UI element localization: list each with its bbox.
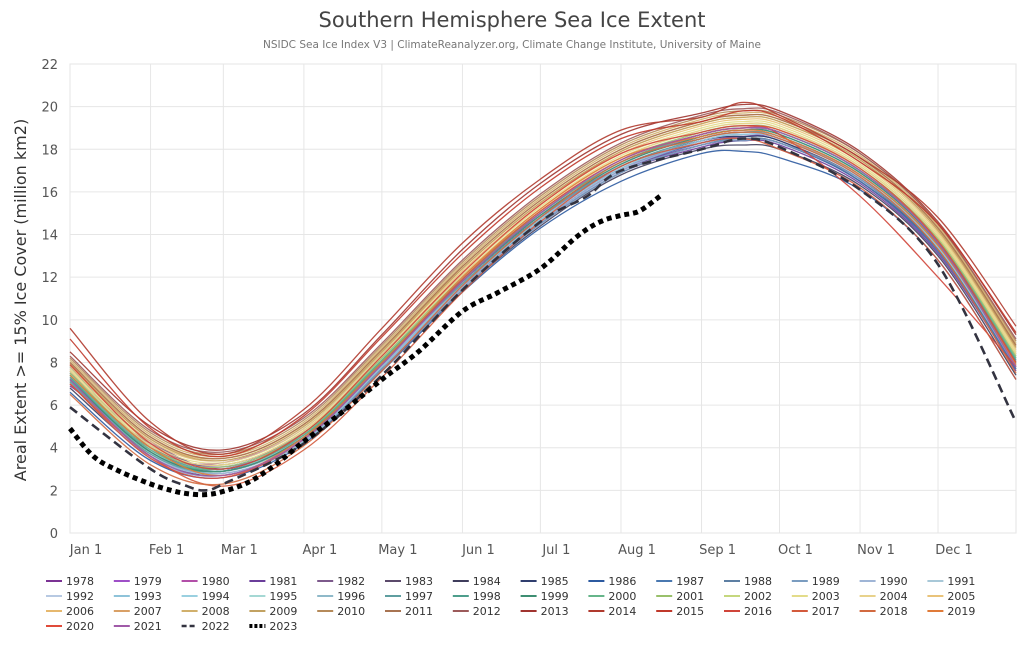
legend-label-1995: 1995 — [269, 590, 297, 603]
y-tick-label: 22 — [41, 58, 58, 73]
legend-label-1994: 1994 — [202, 590, 230, 603]
legend-label-1992: 1992 — [66, 590, 94, 603]
legend: 1978 1979 1980 1981 1982 1983 1984 1985 1986 1987… — [46, 575, 975, 633]
legend-label-2022: 2022 — [202, 620, 230, 633]
x-tick-label: Dec 1 — [935, 543, 973, 558]
legend-label-1983: 1983 — [405, 575, 433, 588]
series-line-2003 — [69, 120, 1017, 464]
legend-label-2000: 2000 — [608, 590, 636, 603]
legend-label-1991: 1991 — [947, 575, 975, 588]
y-axis-label: Areal Extent >= 15% Ice Cover (million k… — [11, 119, 30, 481]
y-tick-label: 16 — [41, 186, 58, 201]
x-tick-label: Jul 1 — [541, 543, 570, 558]
series-line-2023 — [68, 194, 662, 498]
series-line-2014 — [69, 101, 1017, 455]
y-tick-label: 6 — [50, 399, 58, 414]
series-line-2015 — [69, 109, 1017, 458]
legend-label-1987: 1987 — [676, 575, 704, 588]
legend-label-1993: 1993 — [134, 590, 162, 603]
x-tick-label: Apr 1 — [302, 543, 337, 558]
legend-label-1998: 1998 — [473, 590, 501, 603]
legend-label-2023: 2023 — [269, 620, 297, 633]
series-line-2012 — [69, 107, 1017, 453]
y-tick-label: 8 — [50, 356, 58, 371]
legend-label-1996: 1996 — [337, 590, 365, 603]
legend-label-1997: 1997 — [405, 590, 433, 603]
y-tick-label: 10 — [41, 314, 58, 329]
series-line-1986 — [69, 149, 1017, 479]
legend-label-1981: 1981 — [269, 575, 297, 588]
legend-label-2005: 2005 — [947, 590, 975, 603]
series-line-2020 — [69, 125, 1017, 479]
y-tick-label: 18 — [41, 143, 58, 158]
legend-label-2009: 2009 — [269, 605, 297, 618]
y-tick-label: 2 — [50, 484, 58, 499]
series-line-1989 — [69, 138, 1017, 475]
series-line-2016 — [69, 124, 1017, 470]
legend-label-2021: 2021 — [134, 620, 162, 633]
legend-label-1980: 1980 — [202, 575, 230, 588]
legend-label-2015: 2015 — [676, 605, 704, 618]
x-tick-label: Feb 1 — [149, 543, 184, 558]
axes: 0 2 4 6 8 10 12 14 16 18 20 22 Jan 1 Feb 1 Mar 1 Apr 1 M… — [41, 58, 972, 558]
chart-subtitle: NSIDC Sea Ice Index V3 | ClimateReanalyz… — [263, 39, 761, 51]
y-tick-label: 0 — [50, 527, 58, 542]
legend-label-2016: 2016 — [744, 605, 772, 618]
legend-label-1989: 1989 — [812, 575, 840, 588]
x-tick-label: Sep 1 — [699, 543, 736, 558]
series-line-2017 — [69, 137, 1017, 487]
y-tick-label: 4 — [50, 442, 58, 457]
legend-label-1984: 1984 — [473, 575, 501, 588]
series-lines — [68, 101, 1018, 498]
x-tick-label: Oct 1 — [778, 543, 813, 558]
series-line-2013 — [69, 103, 1017, 451]
x-tick-label: Aug 1 — [618, 543, 656, 558]
y-tick-label: 14 — [41, 229, 58, 244]
legend-label-1979: 1979 — [134, 575, 162, 588]
legend-label-1986: 1986 — [608, 575, 636, 588]
series-line-2022 — [69, 137, 1018, 492]
legend-label-2008: 2008 — [202, 605, 230, 618]
series-line-2009 — [69, 115, 1017, 462]
series-line-2021 — [69, 126, 1017, 477]
legend-label-2003: 2003 — [812, 590, 840, 603]
legend-label-2007: 2007 — [134, 605, 162, 618]
legend-label-2019: 2019 — [947, 605, 975, 618]
grid-lines — [69, 63, 1017, 534]
legend-label-2017: 2017 — [812, 605, 840, 618]
legend-label-2020: 2020 — [66, 620, 94, 633]
x-tick-label: Mar 1 — [221, 543, 258, 558]
chart-title: Southern Hemisphere Sea Ice Extent — [319, 8, 706, 32]
legend-label-1988: 1988 — [744, 575, 772, 588]
legend-label-2002: 2002 — [744, 590, 772, 603]
legend-label-2010: 2010 — [337, 605, 365, 618]
legend-label-2011: 2011 — [405, 605, 433, 618]
legend-label-2001: 2001 — [676, 590, 704, 603]
legend-label-1978: 1978 — [66, 575, 94, 588]
legend-label-1999: 1999 — [541, 590, 569, 603]
legend-label-2013: 2013 — [541, 605, 569, 618]
legend-label-2006: 2006 — [66, 605, 94, 618]
legend-label-2004: 2004 — [880, 590, 908, 603]
x-tick-label: Jan 1 — [69, 543, 102, 558]
y-tick-label: 12 — [41, 271, 58, 286]
y-tick-label: 20 — [41, 101, 58, 116]
legend-label-2014: 2014 — [608, 605, 636, 618]
legend-label-2012: 2012 — [473, 605, 501, 618]
series-line-2018 — [69, 131, 1017, 486]
x-tick-label: May 1 — [378, 543, 417, 558]
legend-label-1985: 1985 — [541, 575, 569, 588]
legend-label-1990: 1990 — [880, 575, 908, 588]
x-tick-label: Nov 1 — [857, 543, 895, 558]
legend-label-1982: 1982 — [337, 575, 365, 588]
x-tick-label: Jun 1 — [461, 543, 495, 558]
legend-label-2018: 2018 — [880, 605, 908, 618]
